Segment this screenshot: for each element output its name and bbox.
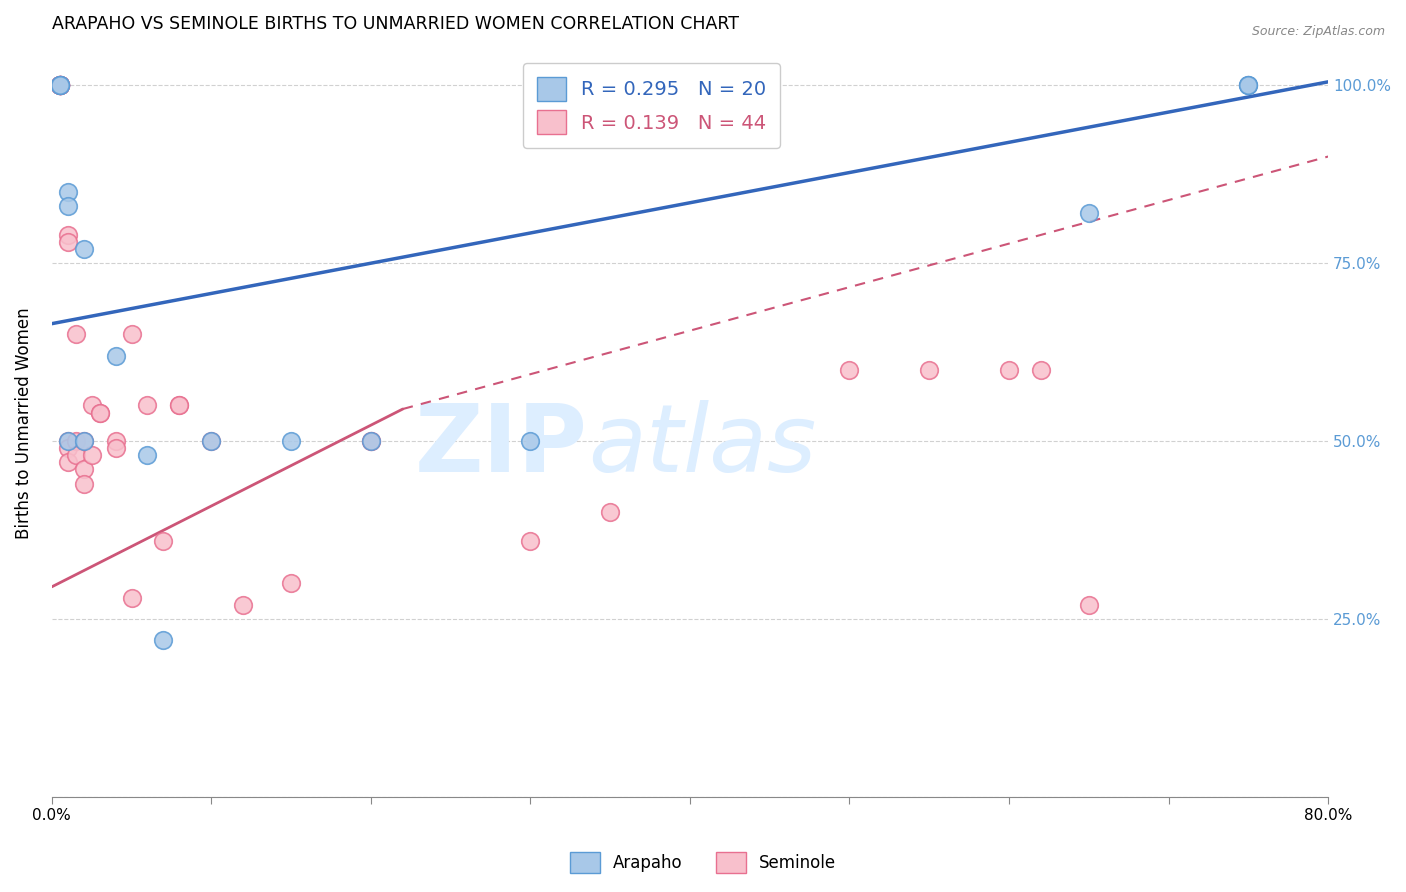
Point — [360, 434, 382, 448]
Point — [80, 448, 103, 462]
Point — [89, 406, 111, 420]
Point — [56, 227, 79, 242]
Point — [48, 78, 70, 93]
Point — [56, 434, 79, 448]
Point — [104, 434, 127, 448]
Point — [1077, 598, 1099, 612]
Point — [838, 363, 860, 377]
Point — [152, 533, 174, 548]
Point — [519, 533, 541, 548]
Point — [48, 78, 70, 93]
Point — [169, 399, 191, 413]
Point — [56, 199, 79, 213]
Point — [48, 78, 70, 93]
Point — [73, 476, 96, 491]
Point — [136, 448, 159, 462]
Point — [1237, 78, 1260, 93]
Point — [280, 576, 302, 591]
Point — [48, 78, 70, 93]
Point — [73, 462, 96, 476]
Text: ZIP: ZIP — [415, 400, 588, 491]
Legend: R = 0.295   N = 20, R = 0.139   N = 44: R = 0.295 N = 20, R = 0.139 N = 44 — [523, 63, 780, 148]
Point — [65, 448, 87, 462]
Point — [48, 78, 70, 93]
Point — [104, 349, 127, 363]
Point — [104, 441, 127, 455]
Text: atlas: atlas — [588, 401, 815, 491]
Point — [80, 399, 103, 413]
Point — [56, 441, 79, 455]
Point — [1237, 78, 1260, 93]
Point — [65, 327, 87, 342]
Point — [360, 434, 382, 448]
Text: Source: ZipAtlas.com: Source: ZipAtlas.com — [1251, 25, 1385, 38]
Point — [360, 434, 382, 448]
Legend: Arapaho, Seminole: Arapaho, Seminole — [562, 846, 844, 880]
Point — [48, 78, 70, 93]
Point — [73, 242, 96, 256]
Point — [280, 434, 302, 448]
Point — [918, 363, 941, 377]
Text: ARAPAHO VS SEMINOLE BIRTHS TO UNMARRIED WOMEN CORRELATION CHART: ARAPAHO VS SEMINOLE BIRTHS TO UNMARRIED … — [52, 15, 738, 33]
Point — [73, 434, 96, 448]
Point — [998, 363, 1021, 377]
Point — [200, 434, 222, 448]
Point — [232, 598, 254, 612]
Point — [1237, 78, 1260, 93]
Point — [48, 78, 70, 93]
Point — [1077, 206, 1099, 220]
Point — [48, 78, 70, 93]
Point — [89, 406, 111, 420]
Point — [136, 399, 159, 413]
Point — [56, 455, 79, 469]
Point — [152, 633, 174, 648]
Point — [599, 505, 621, 519]
Point — [1029, 363, 1052, 377]
Point — [519, 434, 541, 448]
Point — [121, 591, 143, 605]
Point — [169, 399, 191, 413]
Point — [48, 78, 70, 93]
Point — [48, 78, 70, 93]
Point — [48, 78, 70, 93]
Point — [56, 434, 79, 448]
Point — [121, 327, 143, 342]
Point — [65, 434, 87, 448]
Point — [48, 78, 70, 93]
Point — [56, 185, 79, 199]
Point — [56, 235, 79, 249]
Point — [48, 78, 70, 93]
Point — [200, 434, 222, 448]
Point — [73, 434, 96, 448]
Y-axis label: Births to Unmarried Women: Births to Unmarried Women — [15, 308, 32, 539]
